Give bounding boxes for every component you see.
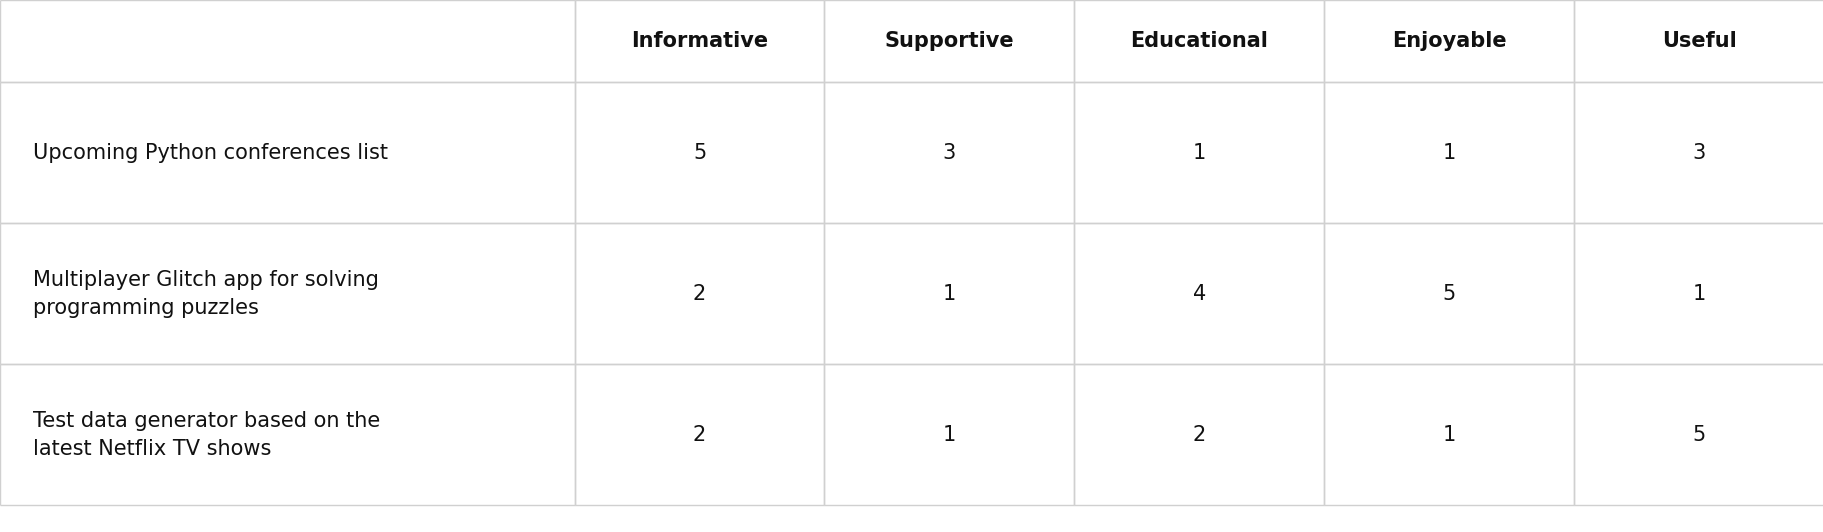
Bar [1074, 0, 1323, 82]
Bar [824, 364, 1074, 505]
Bar [1573, 364, 1823, 505]
Text: Test data generator based on the
latest Netflix TV shows: Test data generator based on the latest … [33, 411, 379, 459]
Bar [574, 364, 824, 505]
Bar [0, 223, 574, 364]
Bar [1573, 223, 1823, 364]
Text: 5: 5 [1692, 425, 1705, 445]
Bar [0, 0, 574, 82]
Bar [1323, 364, 1573, 505]
Bar [1074, 364, 1323, 505]
Text: 1: 1 [1192, 143, 1205, 163]
Text: Useful: Useful [1661, 31, 1735, 51]
Bar [1074, 82, 1323, 223]
Text: 1: 1 [1442, 143, 1455, 163]
Text: 3: 3 [942, 143, 955, 163]
Text: 2: 2 [693, 284, 706, 304]
Text: 1: 1 [942, 284, 955, 304]
Text: Educational: Educational [1130, 31, 1267, 51]
Bar [1323, 0, 1573, 82]
Text: 4: 4 [1192, 284, 1205, 304]
Text: 1: 1 [1442, 425, 1455, 445]
Bar [1323, 223, 1573, 364]
Bar [574, 0, 824, 82]
Text: Supportive: Supportive [884, 31, 1014, 51]
Text: 3: 3 [1692, 143, 1705, 163]
Bar [1573, 0, 1823, 82]
Bar [574, 223, 824, 364]
Text: 5: 5 [1442, 284, 1455, 304]
Text: 5: 5 [693, 143, 706, 163]
Bar [824, 0, 1074, 82]
Bar [824, 82, 1074, 223]
Bar [0, 82, 574, 223]
Text: Multiplayer Glitch app for solving
programming puzzles: Multiplayer Glitch app for solving progr… [33, 270, 379, 318]
Bar [574, 82, 824, 223]
Text: Upcoming Python conferences list: Upcoming Python conferences list [33, 143, 388, 163]
Bar [1074, 223, 1323, 364]
Text: 2: 2 [693, 425, 706, 445]
Bar [824, 223, 1074, 364]
Text: 1: 1 [1692, 284, 1705, 304]
Text: 1: 1 [942, 425, 955, 445]
Text: Informative: Informative [631, 31, 767, 51]
Bar [1323, 82, 1573, 223]
Bar [0, 364, 574, 505]
Text: 2: 2 [1192, 425, 1205, 445]
Bar [1573, 82, 1823, 223]
Text: Enjoyable: Enjoyable [1391, 31, 1506, 51]
